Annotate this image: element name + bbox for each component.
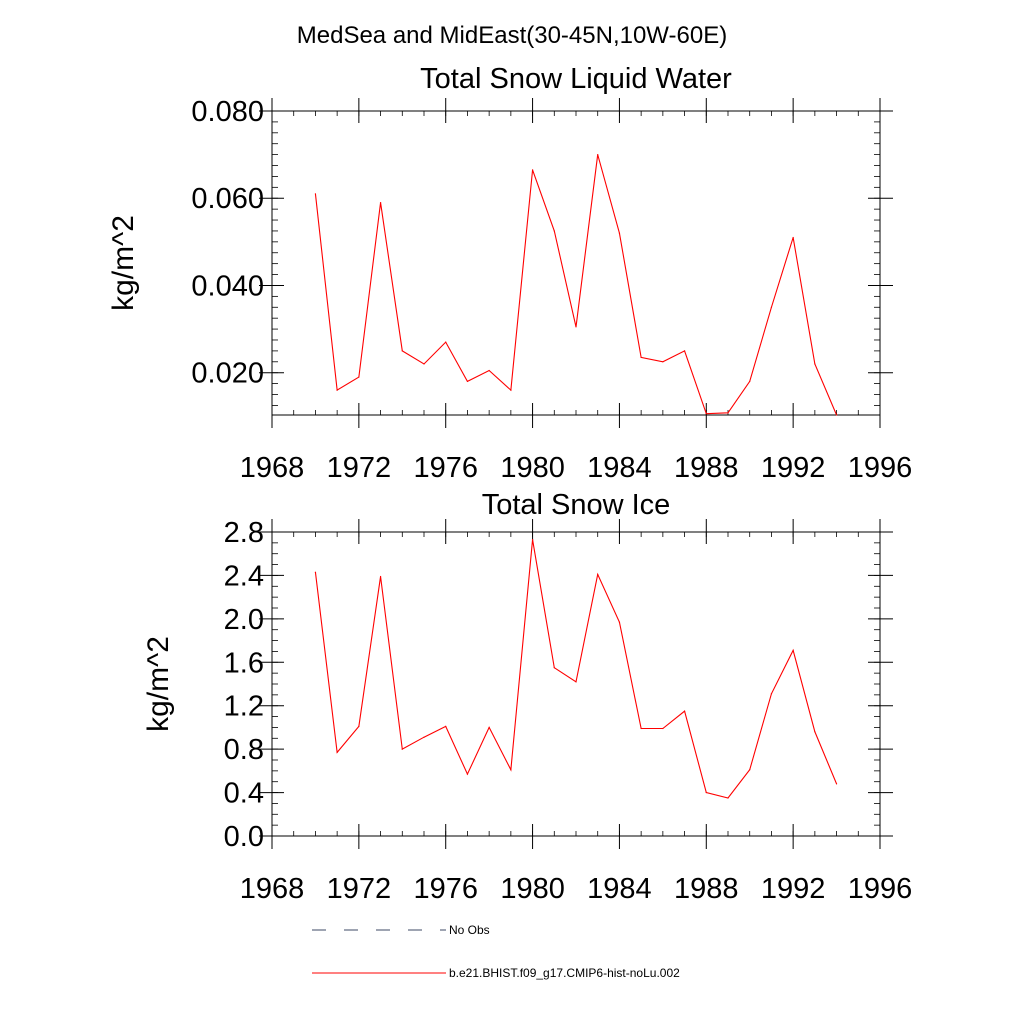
data-point-1972 [358, 725, 360, 727]
data-point-1985 [640, 727, 642, 730]
data-point-1984 [618, 621, 621, 623]
x-tick-label: 1968 [240, 452, 305, 484]
data-point-1986 [662, 361, 664, 363]
data-point-1980 [531, 169, 534, 171]
y-tick-label: 2.8 [224, 517, 264, 549]
data-point-1978 [488, 726, 490, 729]
data-point-1973 [379, 575, 382, 578]
data-point-1981 [553, 667, 555, 669]
x-tick-label: 1992 [761, 452, 826, 484]
y-tick-label: 0.060 [191, 183, 264, 215]
x-tick-label: 1976 [413, 873, 478, 905]
x-tick-label: 1968 [240, 873, 305, 905]
data-point-1993 [814, 363, 816, 365]
x-tick-label: 1980 [500, 873, 565, 905]
data-point-1977 [466, 380, 469, 383]
data-point-1975 [423, 363, 425, 365]
panel-snow-liquid-water: Total Snow Liquid Water kg/m^2 0.020 0.040 0… [107, 63, 912, 484]
data-point-1974 [401, 350, 403, 352]
data-point-1989 [727, 412, 729, 414]
y-tick-label: 0.080 [191, 96, 264, 128]
chart-title: Total Snow Liquid Water [420, 63, 732, 95]
data-point-1980 [531, 539, 534, 541]
chart-title: Total Snow Ice [482, 489, 671, 521]
y-axis-label: kg/m^2 [142, 636, 175, 732]
y-tick-label: 2.4 [224, 560, 264, 592]
y-tick-label: 2.0 [224, 604, 264, 636]
x-tick-label: 1972 [327, 873, 392, 905]
plot-frame [271, 531, 881, 837]
y-axis-label: kg/m^2 [107, 215, 140, 311]
legend: No Obs b.e21.BHIST.f09_g17.CMIP6-hist-noL… [312, 923, 680, 980]
data-point-1985 [640, 356, 642, 359]
figure-suptitle: MedSea and MidEast(30-45N,10W-60E) [297, 22, 727, 49]
y-tick-label: 0.4 [224, 778, 264, 810]
data-point-1991 [770, 693, 773, 695]
data-point-1983 [597, 573, 599, 575]
data-point-1992 [792, 649, 794, 651]
x-tick-label: 1996 [848, 452, 913, 484]
data-point-1970 [314, 571, 317, 573]
data-point-1984 [618, 232, 621, 234]
x-tick-label: 1988 [674, 452, 739, 484]
data-point-1972 [358, 376, 360, 378]
x-tick-label: 1980 [500, 452, 565, 484]
y-tick-label: 0.0 [224, 821, 264, 853]
plot-frame [271, 110, 881, 416]
panel-snow-ice: Total Snow Ice kg/m^2 0.0 0.4 0.8 1.2 1.6 2.0 2.… [142, 489, 912, 905]
data-point-1989 [727, 797, 729, 799]
data-point-1979 [510, 769, 512, 771]
data-point-1991 [770, 306, 773, 308]
data-point-1976 [445, 341, 447, 343]
data-point-1987 [683, 710, 686, 712]
y-tick-label: 1.6 [224, 647, 264, 679]
y-tick-label: 0.8 [224, 734, 264, 766]
legend-label-b-e21-bhist-f09-g17-cmip6-hist-nolu-002: b.e21.BHIST.f09_g17.CMIP6-hist-noLu.002 [449, 966, 680, 980]
x-tick-label: 1976 [413, 452, 478, 484]
data-point-1971 [336, 751, 338, 754]
data-point-1988 [705, 413, 707, 415]
x-tick-label: 1984 [587, 452, 652, 484]
data-point-1994 [835, 414, 838, 416]
data-point-1993 [814, 731, 816, 733]
data-point-1982 [575, 326, 577, 328]
x-tick-label: 1992 [761, 873, 826, 905]
data-point-1977 [466, 773, 469, 775]
y-tick-label: 0.040 [191, 270, 264, 302]
y-tick-label: 1.2 [224, 691, 264, 723]
data-point-1983 [597, 154, 599, 156]
data-point-1974 [401, 748, 403, 750]
data-point-1978 [488, 369, 490, 372]
data-point-1986 [662, 727, 664, 730]
x-tick-label: 1984 [587, 873, 652, 905]
data-point-1982 [575, 681, 577, 683]
data-point-1990 [749, 769, 751, 771]
data-point-1990 [749, 380, 751, 383]
data-point-1971 [336, 389, 338, 391]
data-point-1973 [379, 201, 382, 204]
x-tick-label: 1972 [327, 452, 392, 484]
data-point-1992 [792, 236, 794, 239]
data-point-1975 [423, 736, 425, 738]
data-point-1976 [445, 725, 447, 727]
data-point-1994 [835, 783, 838, 785]
y-tick-label: 0.020 [191, 358, 264, 390]
data-point-1981 [553, 230, 555, 232]
data-point-1970 [314, 193, 317, 195]
x-tick-label: 1988 [674, 873, 739, 905]
data-point-1979 [510, 389, 512, 391]
legend-label-no-obs: No Obs [449, 923, 490, 937]
x-tick-label: 1996 [848, 873, 913, 905]
data-point-1987 [683, 350, 686, 352]
data-point-1988 [705, 791, 707, 794]
